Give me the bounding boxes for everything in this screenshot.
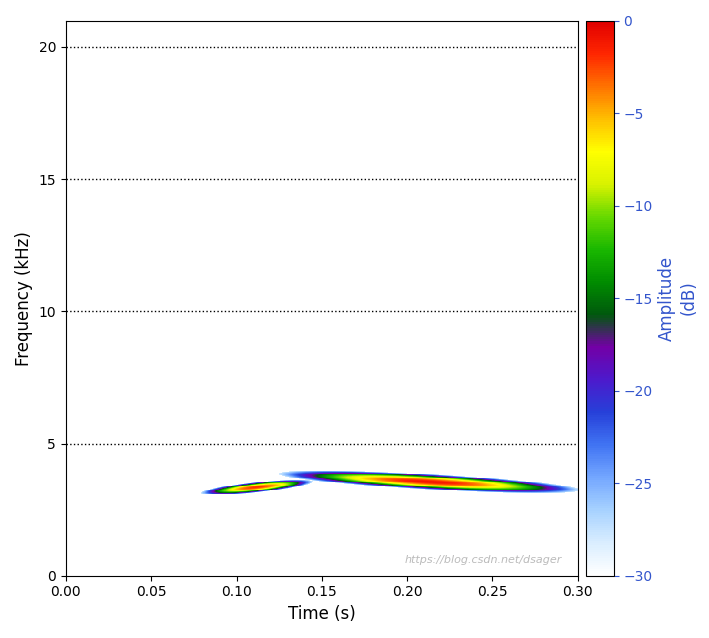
- Y-axis label: Frequency (kHz): Frequency (kHz): [15, 231, 33, 366]
- Y-axis label: Amplitude
(dB): Amplitude (dB): [659, 256, 697, 341]
- X-axis label: Time (s): Time (s): [288, 605, 356, 623]
- Text: https://blog.csdn.net/dsager: https://blog.csdn.net/dsager: [405, 554, 562, 565]
